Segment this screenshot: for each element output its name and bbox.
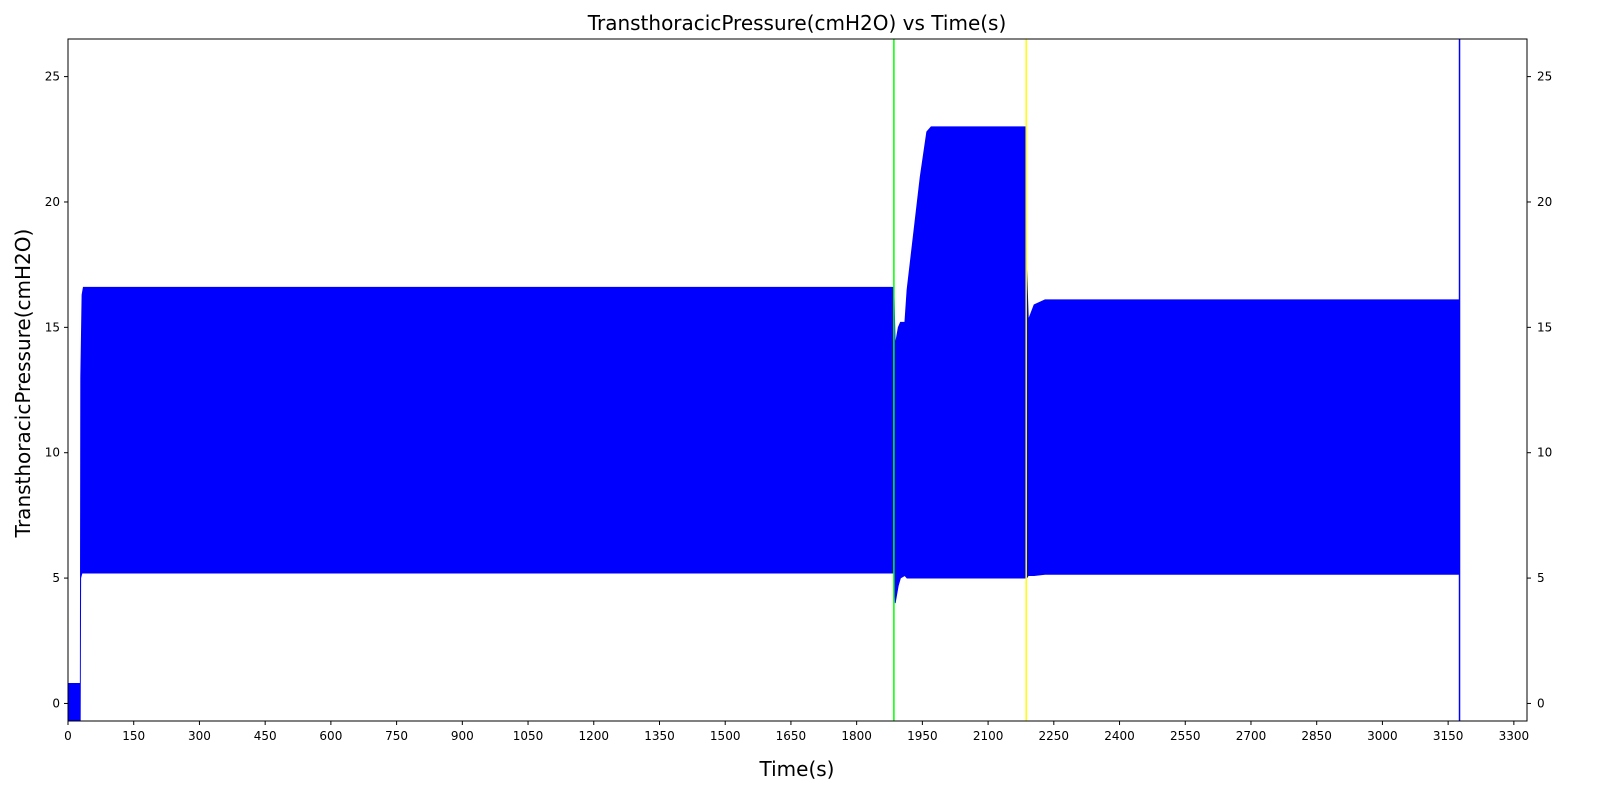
y-tick-label-right-25: 25	[1537, 70, 1552, 84]
x-tick-label-600: 600	[319, 729, 342, 743]
x-tick-label-2550: 2550	[1170, 729, 1201, 743]
y-tick-label-left-10: 10	[45, 446, 60, 460]
x-tick-label-450: 450	[254, 729, 277, 743]
x-tick-label-2400: 2400	[1104, 729, 1135, 743]
x-tick-label-2850: 2850	[1301, 729, 1332, 743]
x-tick-label-1050: 1050	[513, 729, 544, 743]
chart-title: TransthoracicPressure(cmH2O) vs Time(s)	[587, 11, 1007, 35]
y-tick-label-left-0: 0	[52, 696, 60, 710]
y-tick-label-left-5: 5	[52, 571, 60, 585]
x-tick-label-150: 150	[122, 729, 145, 743]
x-tick-label-2700: 2700	[1236, 729, 1267, 743]
y-axis-right: 0 5 10 15 20 25	[1527, 70, 1552, 710]
x-tick-label-1500: 1500	[710, 729, 741, 743]
x-tick-label-300: 300	[188, 729, 211, 743]
x-tick-label-1950: 1950	[907, 729, 938, 743]
x-tick-label-900: 900	[451, 729, 474, 743]
y-axis-left: 0 5 10 15 20 25	[45, 70, 68, 710]
y-tick-label-right-5: 5	[1537, 571, 1545, 585]
x-tick-label-1650: 1650	[776, 729, 807, 743]
y-tick-label-right-20: 20	[1537, 195, 1552, 209]
y-tick-label-left-15: 15	[45, 320, 60, 334]
y-tick-label-left-25: 25	[45, 70, 60, 84]
y-tick-label-right-0: 0	[1537, 696, 1545, 710]
x-tick-label-750: 750	[385, 729, 408, 743]
x-tick-label-0: 0	[64, 729, 72, 743]
x-tick-label-1800: 1800	[841, 729, 872, 743]
plot-frame	[67, 38, 1528, 722]
x-tick-label-2100: 2100	[973, 729, 1004, 743]
x-tick-label-3150: 3150	[1433, 729, 1464, 743]
y-tick-label-left-20: 20	[45, 195, 60, 209]
series-0-envelope	[68, 126, 1460, 721]
x-axis-label: Time(s)	[759, 757, 835, 781]
x-tick-label-3000: 3000	[1367, 729, 1398, 743]
y-tick-label-right-10: 10	[1537, 446, 1552, 460]
x-tick-label-1200: 1200	[578, 729, 609, 743]
y-tick-label-right-15: 15	[1537, 320, 1552, 334]
plot-area	[68, 39, 1461, 721]
x-tick-label-2250: 2250	[1039, 729, 1070, 743]
x-tick-label-3300: 3300	[1499, 729, 1530, 743]
x-axis: 0 150 300 450 600 750 900 1050 1200 1350 1500 1650 1…	[64, 721, 1529, 743]
x-tick-label-1350: 1350	[644, 729, 675, 743]
y-axis-label: TransthoracicPressure(cmH2O)	[11, 229, 35, 539]
